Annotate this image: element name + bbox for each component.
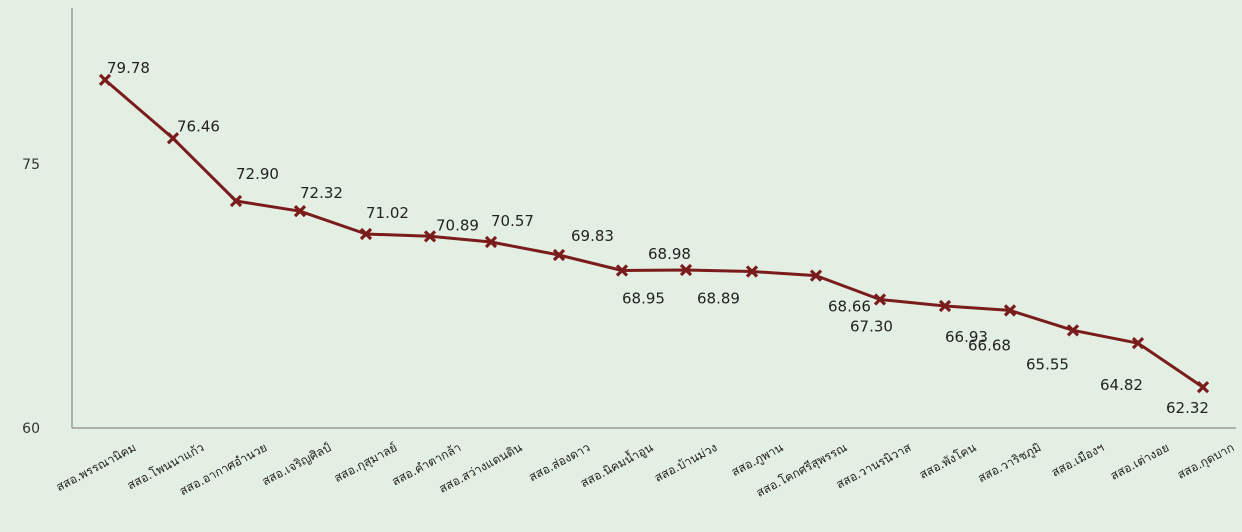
data-point-marker [1131,337,1145,350]
data-point-marker [679,263,693,277]
data-point-marker [745,265,759,278]
data-point-marker [229,194,243,208]
series-markers [98,73,1210,394]
data-label: 64.82 [1100,376,1143,394]
data-label: 76.46 [177,117,220,135]
data-point-marker [423,230,437,243]
data-label: 62.32 [1166,399,1209,417]
data-label: 70.57 [491,212,534,230]
data-point-marker [552,248,566,262]
data-point-marker [1196,381,1210,394]
data-point-marker [809,269,823,282]
data-label: 67.30 [850,318,893,336]
data-label: 68.66 [828,298,871,316]
data-label: 66.68 [968,336,1011,354]
series-line [104,78,1204,389]
data-label: 70.89 [436,216,479,234]
data-label: 66.93 [945,328,988,346]
data-point-marker [938,299,952,313]
data-point-marker [293,205,307,218]
data-label: 71.02 [366,204,409,222]
data-label: 68.98 [648,245,691,263]
data-point-marker [1003,304,1017,317]
data-label: 72.90 [236,165,279,183]
data-label: 69.83 [571,227,614,245]
data-label: 79.78 [107,59,150,77]
data-point-marker [359,227,373,241]
y-tick-label: 60 [22,421,40,437]
data-point-marker [615,264,629,277]
data-label: 68.89 [697,290,740,308]
data-point-marker [1066,324,1080,337]
data-point-marker [484,235,498,249]
data-point-marker [166,132,180,145]
y-tick-label: 75 [22,157,40,173]
data-label: 72.32 [300,184,343,202]
data-point-marker [873,293,887,306]
data-labels: 79.78 76.46 72.90 72.32 71.02 70.89 70.57 69.83… [107,59,1209,417]
y-tick-labels: 75 60 [22,157,40,437]
data-label: 68.95 [622,289,665,307]
data-label: 65.55 [1026,355,1069,373]
data-point-marker [98,73,112,87]
